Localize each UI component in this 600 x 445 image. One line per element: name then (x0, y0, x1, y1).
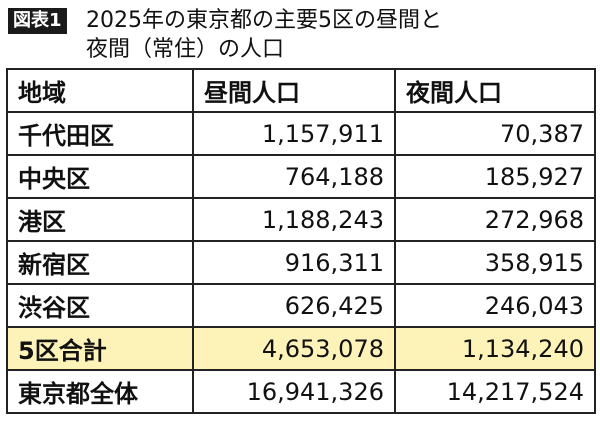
daytime-cell: 626,425 (192, 283, 396, 328)
figure-header: 図表1 2025年の東京都の主要5区の昼間と 夜間（常住）の人口 (8, 4, 592, 64)
population-table-container: 地域 昼間人口 夜間人口 千代田区 1,157,911 70,387 中央区 7… (6, 68, 596, 414)
nighttime-cell: 1,134,240 (394, 326, 596, 371)
header-nighttime-population: 夜間人口 (394, 68, 596, 113)
nighttime-cell: 272,968 (394, 197, 596, 242)
region-cell: 港区 (6, 197, 194, 242)
table-header-row: 地域 昼間人口 夜間人口 (6, 68, 596, 113)
region-cell: 中央区 (6, 154, 194, 199)
total-row-highlighted: 5区合計 4,653,078 1,134,240 (6, 326, 596, 371)
daytime-cell: 4,653,078 (192, 326, 396, 371)
daytime-cell: 1,188,243 (192, 197, 396, 242)
region-cell: 渋谷区 (6, 283, 194, 328)
daytime-cell: 1,157,911 (192, 111, 396, 156)
table-row: 千代田区 1,157,911 70,387 (6, 111, 596, 156)
chart-title: 2025年の東京都の主要5区の昼間と 夜間（常住）の人口 (86, 6, 586, 64)
daytime-cell: 916,311 (192, 240, 396, 285)
region-cell: 東京都全体 (6, 369, 194, 414)
table-row: 新宿区 916,311 358,915 (6, 240, 596, 285)
region-cell: 新宿区 (6, 240, 194, 285)
table-row: 港区 1,188,243 272,968 (6, 197, 596, 242)
figure-label-badge: 図表1 (8, 8, 67, 34)
region-cell: 千代田区 (6, 111, 194, 156)
title-line-1: 2025年の東京都の主要5区の昼間と (86, 8, 442, 33)
daytime-cell: 764,188 (192, 154, 396, 199)
daytime-cell: 16,941,326 (192, 369, 396, 414)
table-row: 東京都全体 16,941,326 14,217,524 (6, 369, 596, 414)
title-line-2: 夜間（常住）の人口 (86, 37, 285, 62)
region-cell: 5区合計 (6, 326, 194, 371)
nighttime-cell: 358,915 (394, 240, 596, 285)
table-row: 渋谷区 626,425 246,043 (6, 283, 596, 328)
header-daytime-population: 昼間人口 (192, 68, 396, 113)
header-region: 地域 (6, 68, 194, 113)
nighttime-cell: 185,927 (394, 154, 596, 199)
nighttime-cell: 70,387 (394, 111, 596, 156)
population-table: 地域 昼間人口 夜間人口 千代田区 1,157,911 70,387 中央区 7… (6, 68, 596, 414)
table-row: 中央区 764,188 185,927 (6, 154, 596, 199)
nighttime-cell: 14,217,524 (394, 369, 596, 414)
nighttime-cell: 246,043 (394, 283, 596, 328)
